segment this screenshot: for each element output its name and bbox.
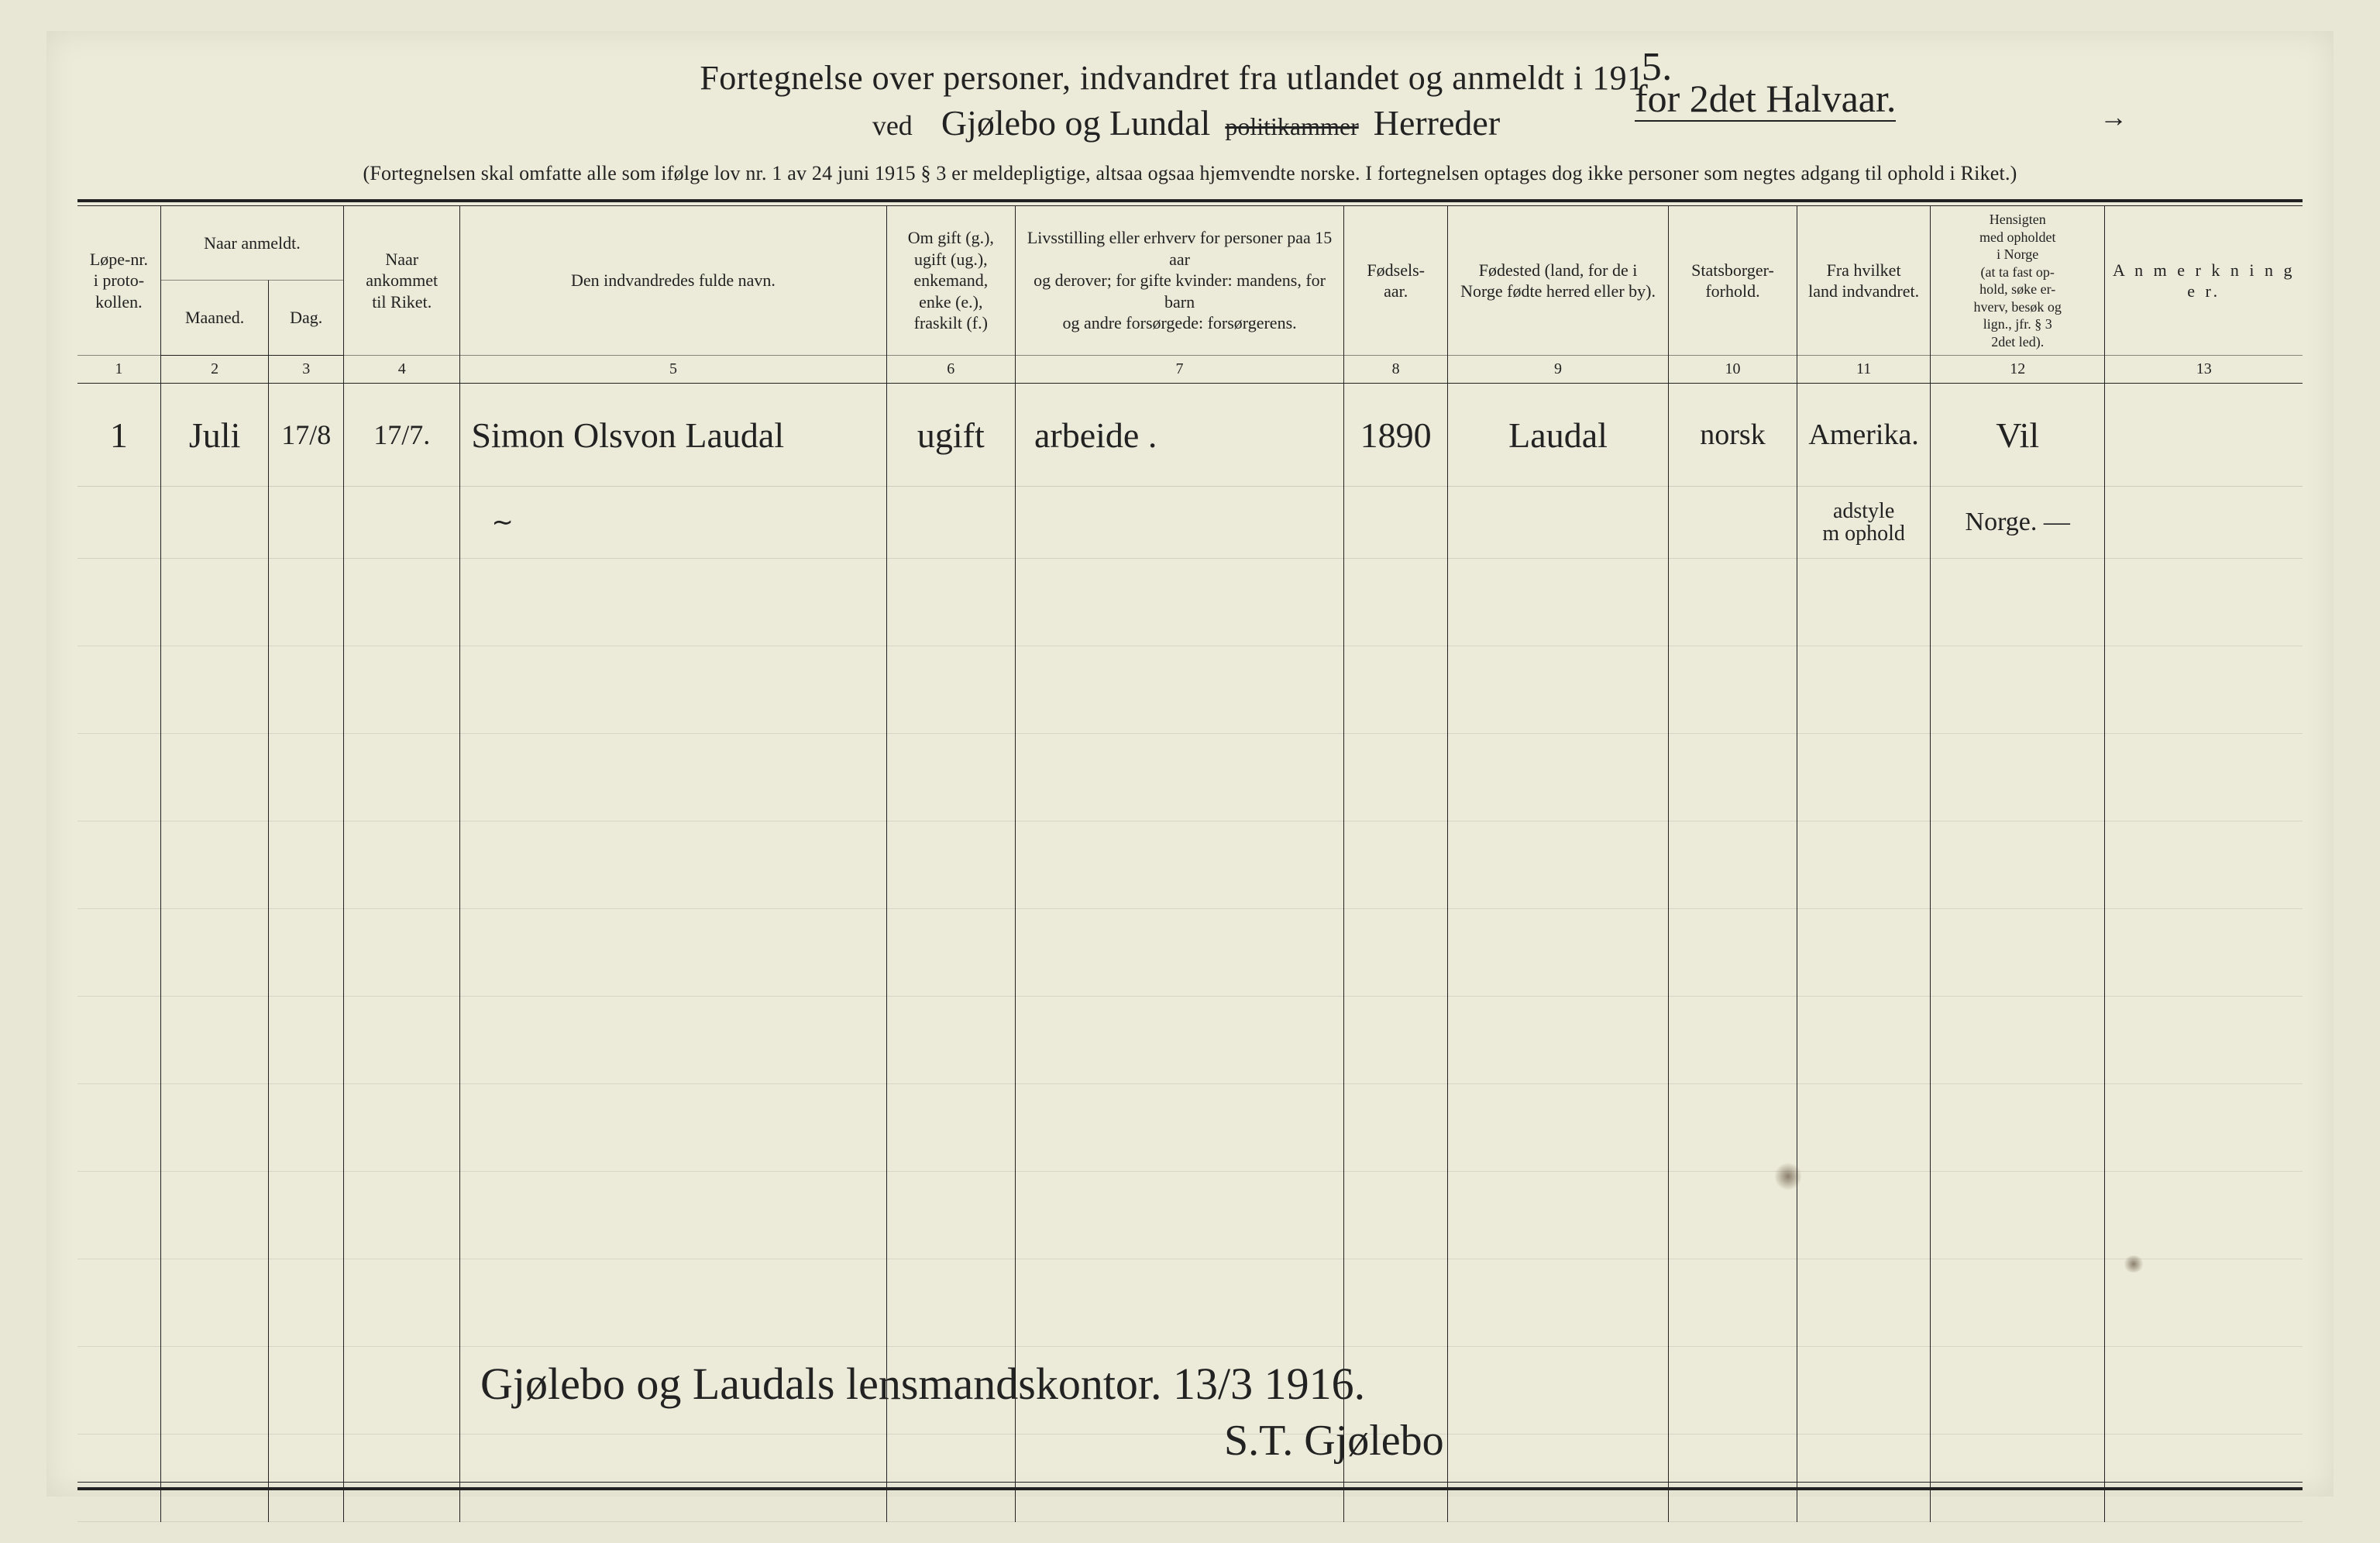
- ved-fill-hand: Gjølebo og Lundal: [934, 102, 1219, 143]
- ink-stain-icon: [2123, 1255, 2144, 1273]
- table-row: [77, 1084, 2303, 1172]
- colnum-6: 6: [886, 356, 1015, 384]
- ved-label: ved: [872, 109, 913, 142]
- hdr-gift: Om gift (g.), ugift (ug.), enkemand, enk…: [886, 206, 1015, 356]
- document-page: Fortegnelse over personer, indvandret fr…: [46, 31, 2334, 1497]
- signature-line2: S.T. Gjølebo: [1224, 1416, 1444, 1466]
- hdr-hensigt: Hensigten med opholdet i Norge (at ta fa…: [1930, 206, 2104, 356]
- colnum-2: 2: [160, 356, 269, 384]
- subnote: (Fortegnelsen skal omfatte alle som iføl…: [46, 162, 2334, 185]
- cell-dag: [269, 487, 344, 559]
- cell-hensigt: Vil: [1930, 384, 2104, 487]
- colnum-10: 10: [1668, 356, 1797, 384]
- colnum-9: 9: [1448, 356, 1669, 384]
- signature-line1: Gjølebo og Laudals lensmandskontor. 13/3…: [480, 1357, 1365, 1411]
- politikammer-strike: politikammer: [1225, 112, 1358, 140]
- colnum-5: 5: [460, 356, 886, 384]
- hdr-statsborger: Statsborger- forhold.: [1668, 206, 1797, 356]
- cell-statsborger: [1668, 487, 1797, 559]
- cell-no: [77, 487, 160, 559]
- colnum-row: 1 2 3 4 5 6 7 8 9 10 11 12 13: [77, 356, 2303, 384]
- cell-statsborger: norsk: [1668, 384, 1797, 487]
- register-table: Løpe-nr. i proto- kollen. Naar anmeldt. …: [77, 206, 2303, 1522]
- title-printed: Fortegnelse over personer, indvandret fr…: [700, 59, 1644, 97]
- hdr-dag: Dag.: [269, 281, 344, 356]
- cell-fra-land: Amerika.: [1797, 384, 1931, 487]
- cell-dag: 17/8: [269, 384, 344, 487]
- title-line1: Fortegnelse over personer, indvandret fr…: [46, 58, 2334, 98]
- table-row: [77, 821, 2303, 909]
- colnum-12: 12: [1930, 356, 2104, 384]
- bottom-rule-thick: [77, 1487, 2303, 1490]
- cell-gift: ugift: [886, 384, 1015, 487]
- cell-livsstilling: [1016, 487, 1344, 559]
- hdr-livsstilling: Livsstilling eller erhverv for personer …: [1016, 206, 1344, 356]
- table-row: [77, 734, 2303, 821]
- cell-fodested: [1448, 487, 1669, 559]
- hdr-fodselsaar: Fødsels- aar.: [1344, 206, 1448, 356]
- hdr-navn: Den indvandredes fulde navn.: [460, 206, 886, 356]
- colnum-3: 3: [269, 356, 344, 384]
- cell-anm: [2105, 384, 2303, 487]
- top-rule-thick: [77, 199, 2303, 202]
- title-line2: ved Gjølebo og Lundal politikammer Herre…: [46, 102, 2334, 143]
- table-row: [77, 1172, 2303, 1259]
- hdr-ankommet: Naar ankommet til Riket.: [344, 206, 460, 356]
- cell-ankommet: 17/7.: [344, 384, 460, 487]
- cell-ankommet: [344, 487, 460, 559]
- title-area: Fortegnelse over personer, indvandret fr…: [46, 31, 2334, 185]
- hdr-maaned: Maaned.: [160, 281, 269, 356]
- colnum-13: 13: [2105, 356, 2303, 384]
- cell-anm: [2105, 487, 2303, 559]
- cell-gift: [886, 487, 1015, 559]
- hdr-naar-anmeldt: Naar anmeldt.: [160, 206, 343, 281]
- table-row: 1 Juli 17/8 17/7. Simon Olsvon Laudal ug…: [77, 384, 2303, 487]
- table-row: [77, 559, 2303, 646]
- ved-suffix-hand: Herreder: [1366, 102, 1508, 143]
- cell-fodselsaar: [1344, 487, 1448, 559]
- cell-no: 1: [77, 384, 160, 487]
- colnum-1: 1: [77, 356, 160, 384]
- hdr-lopenr: Løpe-nr. i proto- kollen.: [77, 206, 160, 356]
- cell-fodested: Laudal: [1448, 384, 1669, 487]
- cell-navn: Simon Olsvon Laudal: [460, 384, 886, 487]
- colnum-8: 8: [1344, 356, 1448, 384]
- table-row: ∼ adstyle m ophold Norge. —: [77, 487, 2303, 559]
- colnum-4: 4: [344, 356, 460, 384]
- table-row: [77, 1259, 2303, 1347]
- colnum-7: 7: [1016, 356, 1344, 384]
- table-row: [77, 646, 2303, 734]
- hdr-anm: A n m e r k n i n g e r.: [2105, 206, 2303, 356]
- cell-navn: ∼: [460, 487, 886, 559]
- table-row: [77, 1435, 2303, 1522]
- cell-maaned: [160, 487, 269, 559]
- cell-maaned: Juli: [160, 384, 269, 487]
- cell-fodselsaar: 1890: [1344, 384, 1448, 487]
- table-row: [77, 997, 2303, 1084]
- cell-hensigt: Norge. —: [1930, 487, 2104, 559]
- ink-stain-icon: [1774, 1162, 1802, 1190]
- cell-fra-land: adstyle m ophold: [1797, 487, 1931, 559]
- hdr-fra-land: Fra hvilket land indvandret.: [1797, 206, 1931, 356]
- bottom-rule-thin: [77, 1482, 2303, 1483]
- colnum-11: 11: [1797, 356, 1931, 384]
- cell-livsstilling: arbeide .: [1016, 384, 1344, 487]
- table-row: [77, 909, 2303, 997]
- hdr-fodested: Fødested (land, for de i Norge fødte her…: [1448, 206, 1669, 356]
